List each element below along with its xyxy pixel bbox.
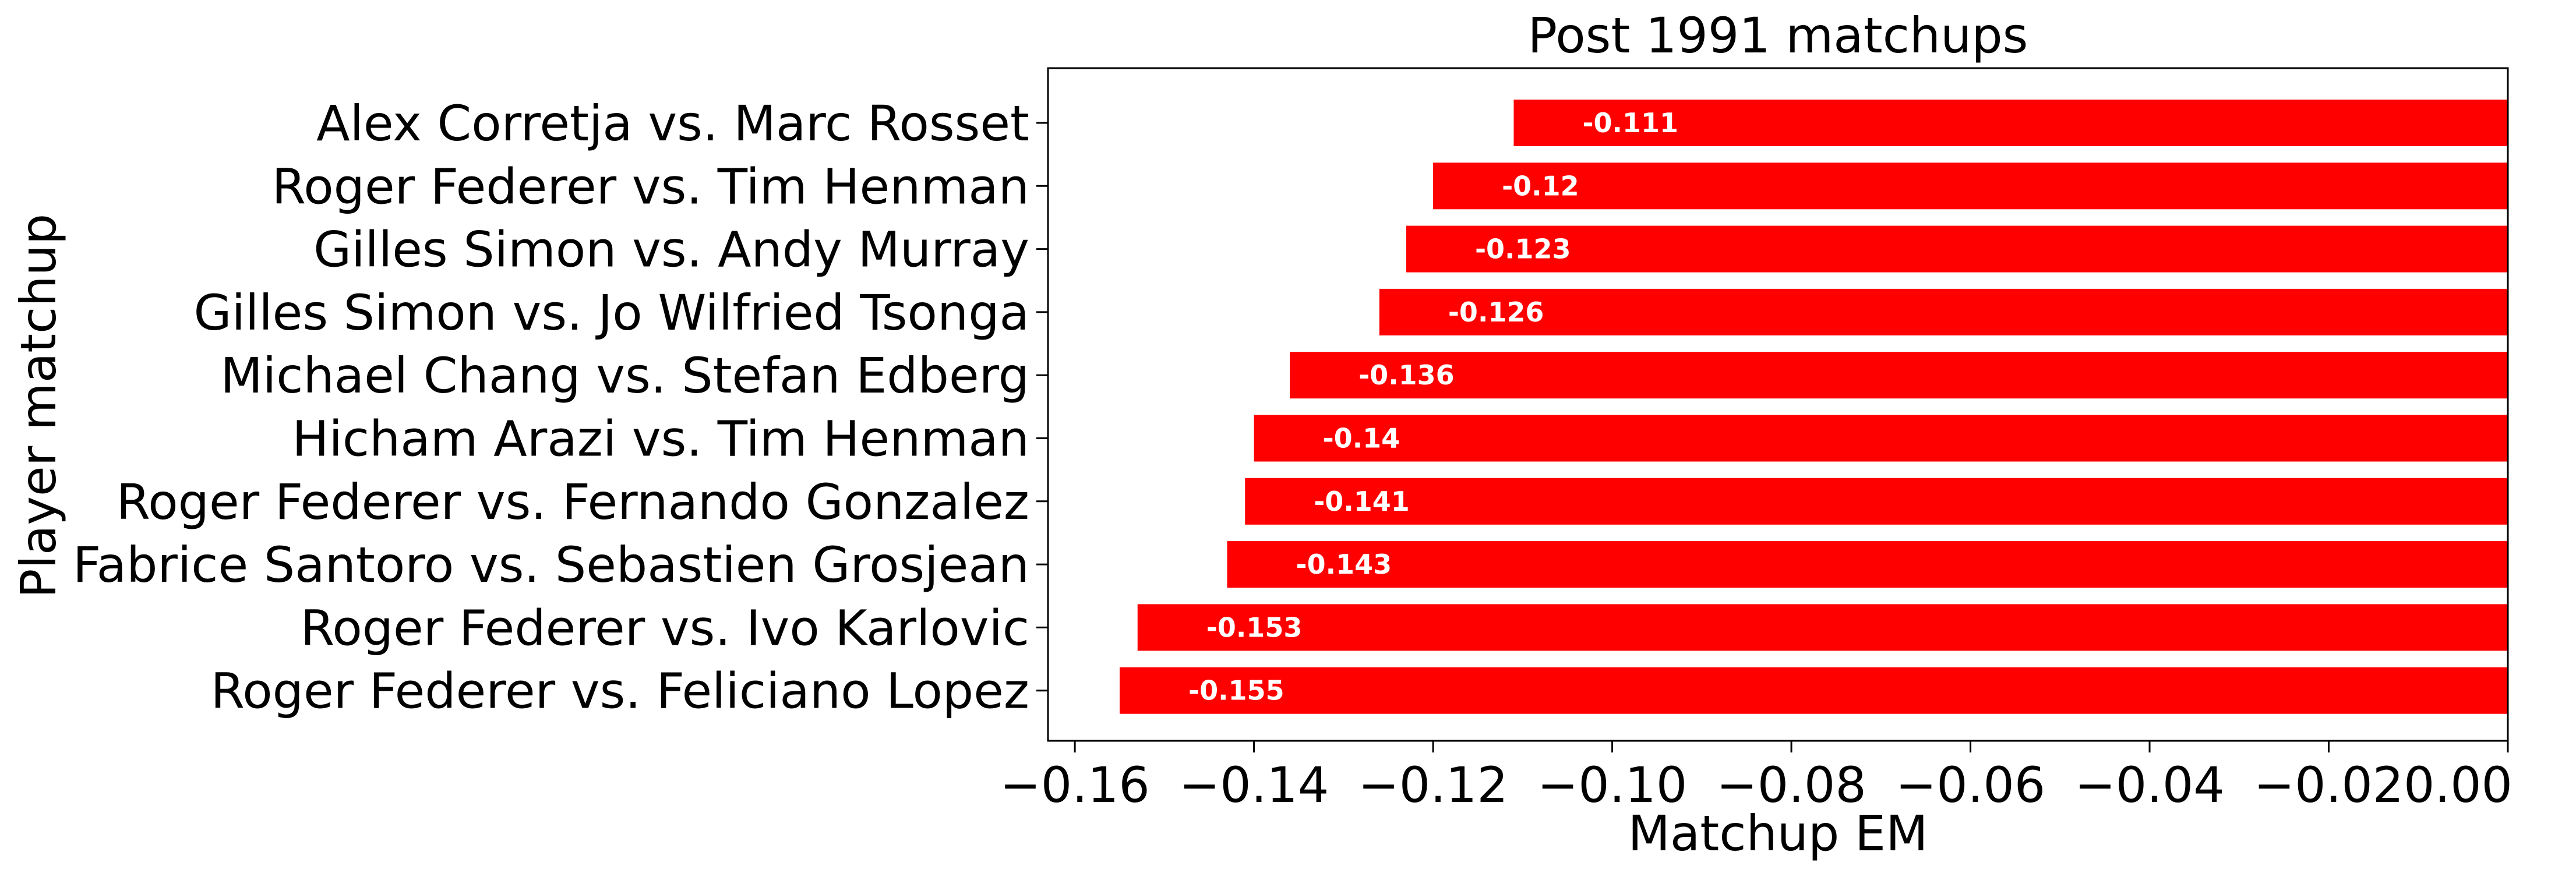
x-tick-label: −0.06 [1896,757,2045,814]
x-tick-label: −0.04 [2074,757,2224,814]
x-axis-label: Matchup EM [1628,805,1928,862]
bar [1379,288,2508,335]
category-label: Alex Corretja vs. Marc Rosset [316,95,1029,152]
x-tick-label: −0.08 [1716,757,1866,814]
bar [1290,352,2508,399]
bar [1406,225,2508,273]
bar [1227,541,2508,588]
bar-value-label: -0.153 [1206,612,1303,643]
bar-value-label: -0.14 [1323,423,1400,454]
category-label: Gilles Simon vs. Andy Murray [313,221,1029,278]
bar [1254,415,2508,462]
bar-labels-group: -0.111-0.12 -0.123 -0.126 -0.136 -0.14 -0.141… [1188,107,1678,706]
bar-value-label: -0.123 [1475,234,1571,265]
x-tick-label: −0.10 [1537,757,1687,814]
category-label: Roger Federer vs. Ivo Karlovic [301,599,1029,656]
bar [1137,604,2508,651]
bar-value-label: -0.111 [1582,107,1678,139]
category-label: Roger Federer vs. Tim Henman [272,158,1029,215]
bar [1433,162,2508,210]
bar-value-label: -0.143 [1296,549,1392,580]
bar [1513,100,2508,146]
chart-title: Post 1991 matchups [1528,7,2028,64]
category-label: Hicham Arazi vs. Tim Henman [292,411,1029,468]
category-label: Roger Federer vs. Feliciano Lopez [211,663,1029,720]
x-ticks-group: −0.16 −0.14 −0.12 −0.10 −0.08 −0.06 −0.04 −0.02… [1000,741,2513,814]
bars-group [1119,100,2508,714]
plot-frame [1047,67,2509,742]
x-tick-label: 0.00 [2404,757,2513,814]
category-label: Fabrice Santoro vs. Sebastien Grosjean [73,536,1029,593]
y-axis-label: Player matchup [10,214,67,598]
bar-value-label: -0.126 [1448,296,1544,328]
category-labels-group: Alex Corretja vs. Marc Rosset Roger Feder… [73,95,1048,720]
category-label: Gilles Simon vs. Jo Wilfried Tsonga [194,284,1029,341]
bar-value-label: -0.12 [1502,170,1579,202]
bar-value-label: -0.155 [1188,675,1285,706]
category-label: Michael Chang vs. Stefan Edberg [220,347,1029,404]
x-tick-label: −0.02 [2254,757,2404,814]
bar [1245,478,2508,525]
bar [1119,667,2508,714]
x-tick-label: −0.12 [1358,757,1508,814]
category-label: Roger Federer vs. Fernando Gonzalez [117,473,1029,531]
x-tick-label: −0.14 [1179,757,1329,814]
x-tick-label: −0.16 [1000,757,1149,814]
bar-value-label: -0.136 [1358,359,1455,391]
bar-value-label: -0.141 [1314,486,1410,517]
